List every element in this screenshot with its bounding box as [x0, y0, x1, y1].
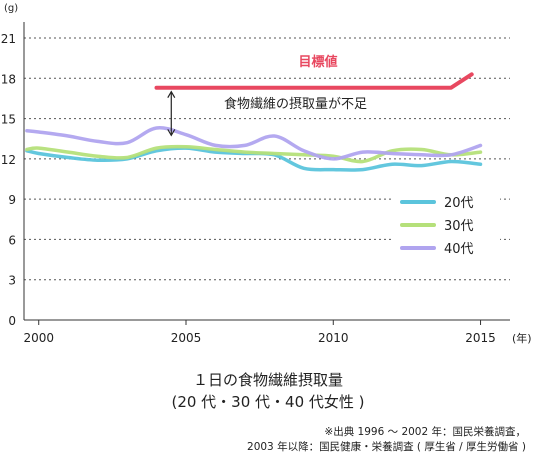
x-axis-unit: (年) [512, 331, 532, 345]
gap-arrow-head-top [167, 90, 176, 98]
series-line-2 [25, 144, 483, 164]
y-tick-label: 15 [1, 113, 16, 127]
y-axis-unit: (g) [4, 3, 18, 14]
target-label: 目標値 [298, 54, 337, 70]
y-tick-label: 6 [8, 233, 16, 247]
y-tick-label: 21 [1, 32, 16, 46]
x-tick-label: 2015 [465, 331, 496, 345]
legend: 20代 30代 40代 [392, 186, 500, 264]
y-tick-label: 18 [1, 72, 16, 86]
series-line-3 [25, 126, 483, 161]
y-tick-label: 12 [1, 153, 16, 167]
gap-arrow-head-bottom [167, 129, 176, 137]
y-tick-label: 3 [8, 274, 16, 288]
axes: 0 3 6 9 12 15 18 21 (g) 2000 2005 2010 2015 (年) [1, 3, 532, 345]
chart-title: １日の食物繊維摂取量 [192, 371, 343, 389]
x-tick-label: 2000 [23, 331, 54, 345]
target-line [154, 72, 474, 90]
source-note-line-1: ※出典 1996 〜 2002 年：国民栄養調査， [324, 426, 526, 438]
y-tick-label: 0 [8, 314, 16, 328]
legend-label-2: 30代 [444, 219, 474, 234]
legend-label-3: 40代 [444, 242, 474, 257]
y-tick-label: 9 [8, 193, 16, 207]
series-lines [25, 126, 483, 172]
source-note-line-2: 2003 年以降：国民健康・栄養調査 ( 厚生省 / 厚生労働省 ) [247, 441, 526, 453]
x-tick-label: 2005 [171, 331, 202, 345]
gap-annotation-text: 食物繊維の摂取量が不足 [224, 96, 367, 112]
legend-label-1: 20代 [444, 196, 474, 211]
x-tick-label: 2010 [318, 331, 349, 345]
chart-subtitle: (20 代・30 代・40 代女性 ) [171, 393, 365, 411]
